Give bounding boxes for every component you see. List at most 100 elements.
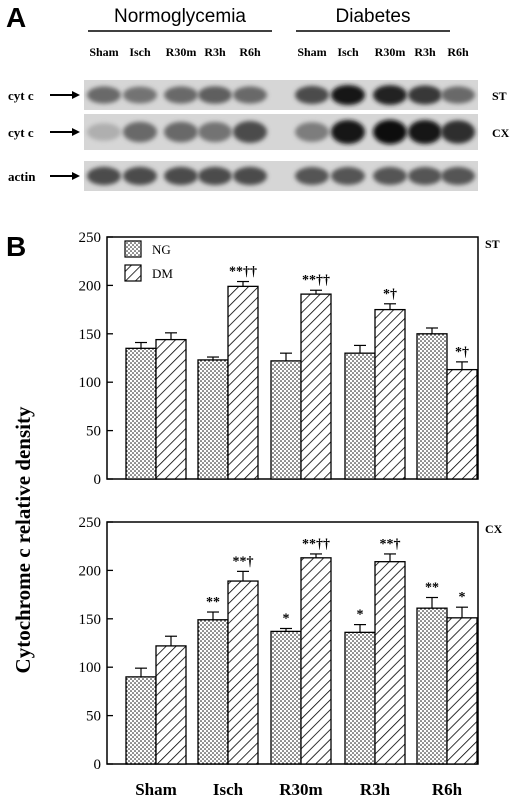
y-axis-label: Cytochrome c relative density [11,406,35,673]
legend-swatch-ng [124,240,142,258]
significance-mark: **† [380,537,401,552]
blot-band [87,123,121,141]
arrow-head-icon [72,91,80,99]
bar-ng [416,333,448,480]
y-tick-label: 0 [94,757,102,773]
blot-band [408,119,442,145]
lane-labels: Sham Isch R30m R3h R6h Sham Isch R30m R3h R6h [89,45,469,59]
lane-label: Sham [89,45,118,59]
lane-label: Sham [297,45,326,59]
western-blot: cyt c ST cyt c CX actin [8,80,510,191]
blot-band [408,85,442,105]
bar-dm [446,368,478,480]
significance-mark: **† [233,554,254,569]
bar-ng [270,360,302,480]
bar-ng [344,631,376,765]
bar-ng [125,347,157,480]
blot-row-label: cyt c [8,125,34,140]
lane-label: Isch [129,45,151,59]
panel-a-label: A [6,2,26,33]
y-tick-label: 50 [86,424,101,440]
blot-band [233,121,267,143]
bar-dm [374,561,406,765]
significance-mark: *† [383,287,397,302]
bar-ng [197,619,229,765]
arrow-head-icon [72,128,80,136]
y-tick-label: 150 [79,327,102,343]
blot-row-label: cyt c [8,88,34,103]
y-tick-label: 200 [79,278,102,294]
bar-ng [270,630,302,765]
significance-mark: **†† [229,265,257,280]
significance-mark: *† [455,345,469,360]
blot-row-tag: ST [492,89,507,103]
x-category-label: Sham [135,780,177,799]
bar-dm [446,617,478,765]
blot-band [87,166,121,186]
blot-band [331,119,365,145]
blot-band [408,167,442,185]
blot-band [123,86,157,104]
y-tick-label: 0 [94,472,102,488]
blot-band [331,167,365,185]
group-label-normoglycemia: Normoglycemia [114,6,246,27]
blot-band [295,122,329,142]
y-tick-label: 150 [79,612,102,628]
legend-label: NG [152,242,171,257]
bar-dm [300,293,332,480]
group-label-diabetes: Diabetes [336,6,411,27]
x-category-label: R3h [360,780,391,799]
legend: NG DM [124,240,173,282]
blot-band [295,167,329,185]
y-tick-label: 250 [79,230,102,246]
bar-dm [300,557,332,765]
significance-mark: **†† [302,273,330,288]
blot-band [331,84,365,106]
panel-b-label: B [6,231,26,262]
bar-ng [416,607,448,765]
blot-band [441,86,475,104]
blot-band [441,120,475,144]
lane-label: R6h [447,45,469,59]
bar-ng [197,359,229,480]
blot-band [123,121,157,143]
blot-band [198,121,232,143]
blot-band [198,86,232,104]
bar-dm [155,645,187,765]
bar-charts: 0 50 100 150 200 250 ST **†† **†† *† *† NG DM 0 50 100 1… [79,230,503,799]
blot-row-label: actin [8,169,36,184]
blot-band [87,86,121,104]
significance-mark: ** [206,595,220,610]
y-tick-label: 250 [79,515,102,531]
blot-band [164,166,198,186]
blot-band [164,86,198,104]
legend-label: DM [152,266,173,281]
chart-panel-st: 0 50 100 150 200 250 ST **†† **†† *† *† NG DM [79,230,500,488]
x-category-label: R30m [279,780,322,799]
lane-label: R6h [239,45,261,59]
lane-label: R3h [204,45,226,59]
y-tick-label: 50 [86,709,101,725]
legend-swatch-dm [124,264,142,282]
y-tick-label: 100 [79,375,102,391]
blot-band [198,166,232,186]
blot-band [164,121,198,143]
x-category-label: Isch [213,780,244,799]
blot-band [373,167,407,185]
significance-mark: * [459,590,466,605]
blot-row-tag: CX [492,126,510,140]
lane-label: R3h [414,45,436,59]
chart-tag: CX [485,522,503,536]
blot-band [233,86,267,104]
significance-mark: * [283,611,290,626]
significance-mark: * [357,608,364,623]
blot-band [373,85,407,105]
blot-band [295,85,329,105]
y-tick-label: 100 [79,660,102,676]
blot-band [233,166,267,186]
bar-dm [155,338,187,480]
bar-dm [227,580,259,765]
lane-label: R30m [166,45,197,59]
